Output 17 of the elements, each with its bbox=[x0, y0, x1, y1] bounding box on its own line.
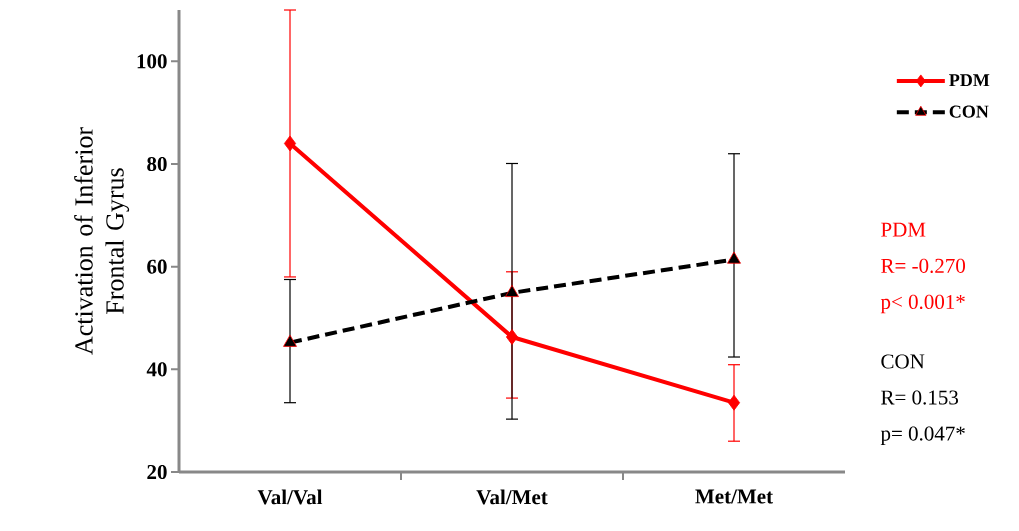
text: R= 0.153 bbox=[881, 390, 958, 405]
y-axis-title: Activation of Inferior Frontal Gyrus bbox=[74, 127, 130, 355]
text: p< 0.001* bbox=[880, 294, 965, 314]
y-tick-label: 40 bbox=[146, 362, 167, 377]
y-tick-label: 80 bbox=[147, 156, 167, 172]
legend-label: PDM bbox=[949, 74, 990, 87]
x-tick-label: Val/Met bbox=[476, 489, 548, 505]
y-tick-label: 100 bbox=[137, 54, 167, 69]
legend-label: CON bbox=[949, 105, 989, 118]
y-tick-label: 60 bbox=[147, 259, 167, 274]
text: CON bbox=[881, 354, 925, 369]
text: p= 0.047* bbox=[880, 426, 965, 445]
text: R= -0.270 bbox=[881, 258, 966, 274]
x-tick-label: Val/Val bbox=[257, 489, 323, 505]
x-tick-label: Met/Met bbox=[695, 489, 773, 504]
y-tick-label: 20 bbox=[147, 464, 167, 480]
text: PDM bbox=[881, 222, 926, 237]
